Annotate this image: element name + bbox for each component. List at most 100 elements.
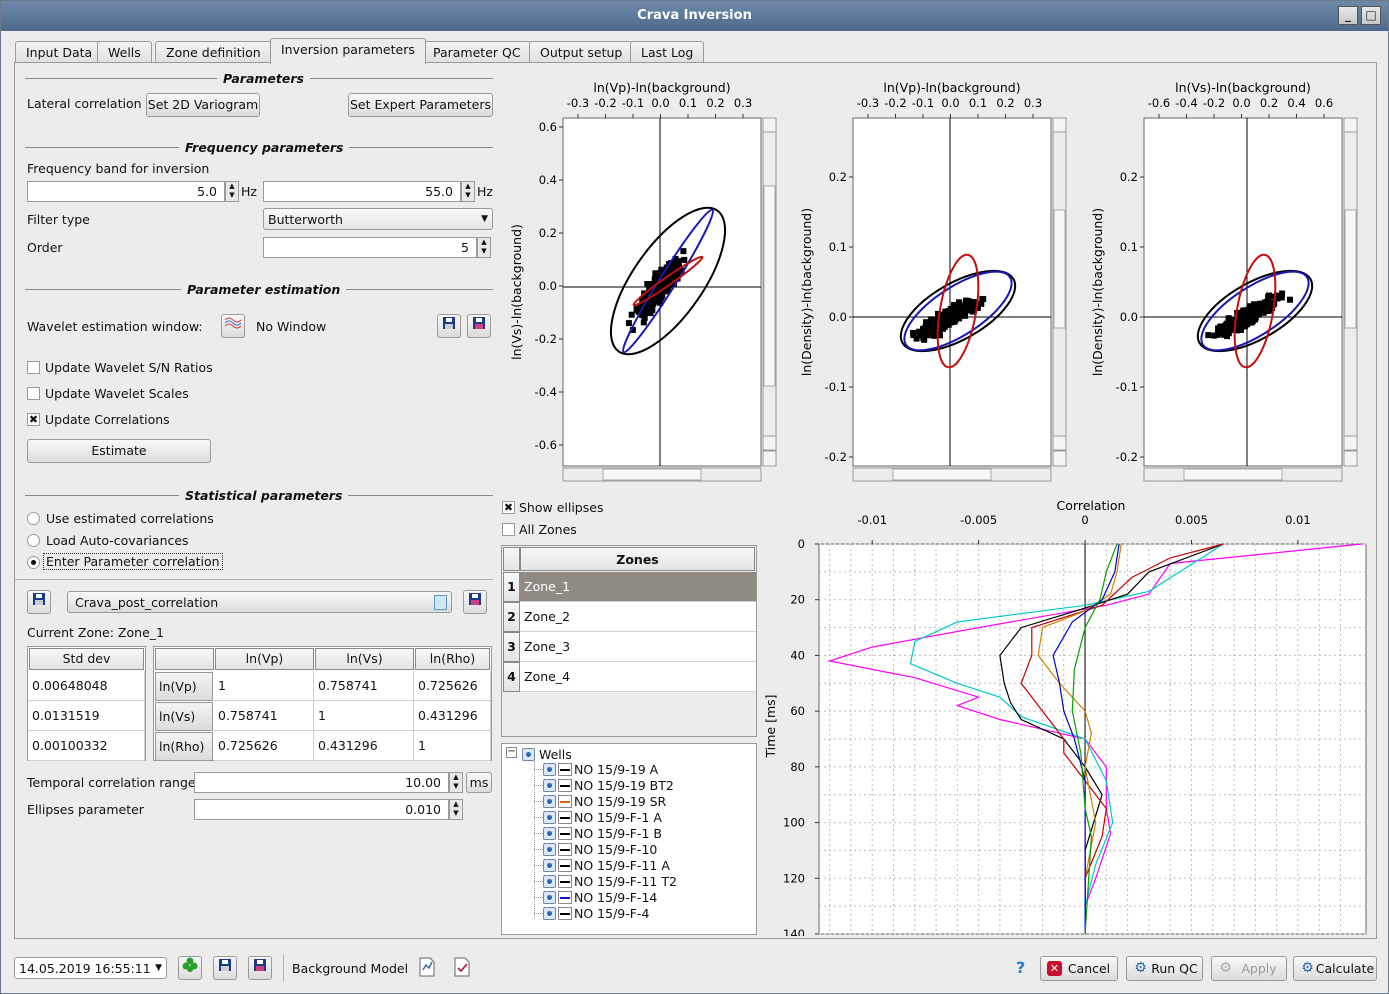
well-item[interactable]: NO 15/9-F-11 A bbox=[543, 858, 670, 874]
eye-icon[interactable] bbox=[543, 843, 556, 856]
tab-wells[interactable]: Wells bbox=[97, 41, 152, 63]
line-style-icon[interactable] bbox=[558, 907, 572, 920]
eye-icon[interactable] bbox=[543, 827, 556, 840]
zone-row[interactable]: Zone_1 bbox=[520, 572, 756, 602]
well-item[interactable]: NO 15/9-19 A bbox=[543, 762, 658, 778]
all-zones-checkbox[interactable] bbox=[502, 523, 515, 536]
maximize-icon[interactable]: □ bbox=[1361, 6, 1381, 25]
apply-label: Apply bbox=[1241, 961, 1277, 976]
low-frequency-spinner[interactable]: ▲ ▼ bbox=[225, 181, 239, 202]
well-item[interactable]: NO 15/9-19 BT2 bbox=[543, 778, 674, 794]
use-estimated-radio[interactable] bbox=[27, 512, 40, 525]
run-qc-button[interactable]: ⚙ Run QC bbox=[1126, 956, 1203, 981]
add-icon[interactable] bbox=[178, 956, 202, 980]
order-input[interactable]: 5 bbox=[263, 237, 477, 258]
well-item[interactable]: NO 15/9-F-1 B bbox=[543, 826, 662, 842]
well-item[interactable]: NO 15/9-F-11 T2 bbox=[543, 874, 677, 890]
y-tick-label: 60 bbox=[790, 704, 805, 718]
corr-cell[interactable]: 0.431296 bbox=[414, 701, 491, 731]
low-frequency-input[interactable]: 5.0 bbox=[27, 181, 225, 202]
x-tick-label: -0.2 bbox=[594, 96, 616, 110]
well-item[interactable]: NO 15/9-F-10 bbox=[543, 842, 657, 858]
cancel-button[interactable]: ✕ Cancel bbox=[1040, 956, 1118, 981]
std-dev-cell[interactable]: 0.0131519 bbox=[28, 701, 145, 731]
corr-cell[interactable]: 1 bbox=[214, 671, 314, 701]
help-icon[interactable]: ? bbox=[1016, 958, 1026, 977]
corr-cell[interactable]: 1 bbox=[414, 731, 491, 761]
save-icon[interactable] bbox=[213, 956, 237, 980]
line-style-icon[interactable] bbox=[558, 779, 572, 792]
line-style-icon[interactable] bbox=[558, 891, 572, 904]
eye-icon[interactable] bbox=[522, 748, 535, 761]
temporal-range-input[interactable]: 10.00 bbox=[194, 772, 449, 793]
eye-icon[interactable] bbox=[543, 763, 556, 776]
tab-inversion-parameters[interactable]: Inversion parameters bbox=[270, 38, 426, 64]
eye-icon[interactable] bbox=[543, 795, 556, 808]
line-style-icon[interactable] bbox=[558, 795, 572, 808]
high-frequency-input[interactable]: 55.0 bbox=[263, 181, 461, 202]
load-window-icon[interactable] bbox=[467, 314, 491, 338]
line-style-icon[interactable] bbox=[558, 875, 572, 888]
well-item[interactable]: NO 15/9-F-1 A bbox=[543, 810, 662, 826]
corr-cell[interactable]: 1 bbox=[314, 701, 414, 731]
save-window-icon[interactable] bbox=[437, 314, 461, 338]
high-frequency-spinner[interactable]: ▲ ▼ bbox=[461, 181, 475, 202]
collapse-icon[interactable]: − bbox=[506, 746, 517, 758]
corr-cell[interactable]: 0.725626 bbox=[414, 671, 491, 701]
calculate-button[interactable]: ⚙ Calculate bbox=[1293, 956, 1377, 981]
zone-row[interactable]: Zone_4 bbox=[520, 662, 756, 692]
set-expert-parameters-button[interactable]: Set Expert Parameters bbox=[348, 93, 493, 117]
background-check-icon[interactable] bbox=[452, 956, 474, 980]
ellipses-param-input[interactable]: 0.010 bbox=[194, 799, 449, 820]
well-item[interactable]: NO 15/9-F-14 bbox=[543, 890, 657, 906]
set-2d-variogram-button[interactable]: Set 2D Variogram bbox=[146, 93, 260, 117]
load-autocov-radio[interactable] bbox=[27, 534, 40, 547]
corr-cell[interactable]: 0.758741 bbox=[314, 671, 414, 701]
eye-icon[interactable] bbox=[543, 859, 556, 872]
eye-icon[interactable] bbox=[543, 811, 556, 824]
tab-parameter-qc[interactable]: Parameter QC bbox=[422, 41, 532, 63]
tab-input-data[interactable]: Input Data bbox=[15, 41, 104, 63]
show-ellipses-checkbox[interactable]: ✖ bbox=[502, 501, 515, 514]
eye-icon[interactable] bbox=[543, 779, 556, 792]
line-style-icon[interactable] bbox=[558, 859, 572, 872]
update-correlations-checkbox[interactable]: ✖ bbox=[27, 413, 40, 426]
well-item[interactable]: NO 15/9-F-4 bbox=[543, 906, 649, 922]
minimize-icon[interactable]: _ bbox=[1338, 6, 1358, 25]
tab-last-log[interactable]: Last Log bbox=[630, 41, 705, 63]
std-dev-cell[interactable]: 0.00100332 bbox=[28, 731, 145, 761]
zone-row[interactable]: Zone_3 bbox=[520, 632, 756, 662]
background-model-icon[interactable] bbox=[417, 956, 439, 980]
load-correlation-icon[interactable] bbox=[463, 590, 487, 614]
gear-icon: ⚙ bbox=[1301, 960, 1314, 976]
save-correlation-icon[interactable] bbox=[27, 590, 51, 614]
estimate-button[interactable]: Estimate bbox=[27, 439, 211, 463]
line-style-icon[interactable] bbox=[558, 811, 572, 824]
correlation-file-field[interactable]: Crava_post_correlation bbox=[67, 591, 452, 613]
enter-correlation-radio[interactable] bbox=[27, 556, 40, 569]
save-as-icon[interactable] bbox=[248, 956, 272, 980]
zone-row[interactable]: Zone_2 bbox=[520, 602, 756, 632]
timestamp-select[interactable]: 14.05.2019 16:55:11 ▼ bbox=[14, 957, 167, 979]
eye-icon[interactable] bbox=[543, 875, 556, 888]
tab-zone-definition[interactable]: Zone definition bbox=[155, 41, 272, 63]
well-item[interactable]: NO 15/9-19 SR bbox=[543, 794, 666, 810]
ellipses-param-spinner[interactable]: ▲ ▼ bbox=[449, 799, 463, 820]
eye-icon[interactable] bbox=[543, 907, 556, 920]
corr-cell[interactable]: 0.725626 bbox=[214, 731, 314, 761]
order-spinner[interactable]: ▲ ▼ bbox=[477, 237, 491, 258]
update-sn-checkbox[interactable] bbox=[27, 361, 40, 374]
tab-output-setup[interactable]: Output setup bbox=[529, 41, 634, 63]
wavelet-window-icon[interactable] bbox=[221, 314, 245, 338]
temporal-range-spinner[interactable]: ▲ ▼ bbox=[449, 772, 463, 793]
update-scales-checkbox[interactable] bbox=[27, 387, 40, 400]
std-dev-cell[interactable]: 0.00648048 bbox=[28, 671, 145, 701]
line-style-icon[interactable] bbox=[558, 827, 572, 840]
corr-cell[interactable]: 0.758741 bbox=[214, 701, 314, 731]
filter-type-select[interactable]: Butterworth ▼ bbox=[263, 208, 493, 230]
eye-icon[interactable] bbox=[543, 891, 556, 904]
apply-button[interactable]: ⚙ Apply bbox=[1211, 956, 1287, 981]
line-style-icon[interactable] bbox=[558, 763, 572, 776]
corr-cell[interactable]: 0.431296 bbox=[314, 731, 414, 761]
line-style-icon[interactable] bbox=[558, 843, 572, 856]
